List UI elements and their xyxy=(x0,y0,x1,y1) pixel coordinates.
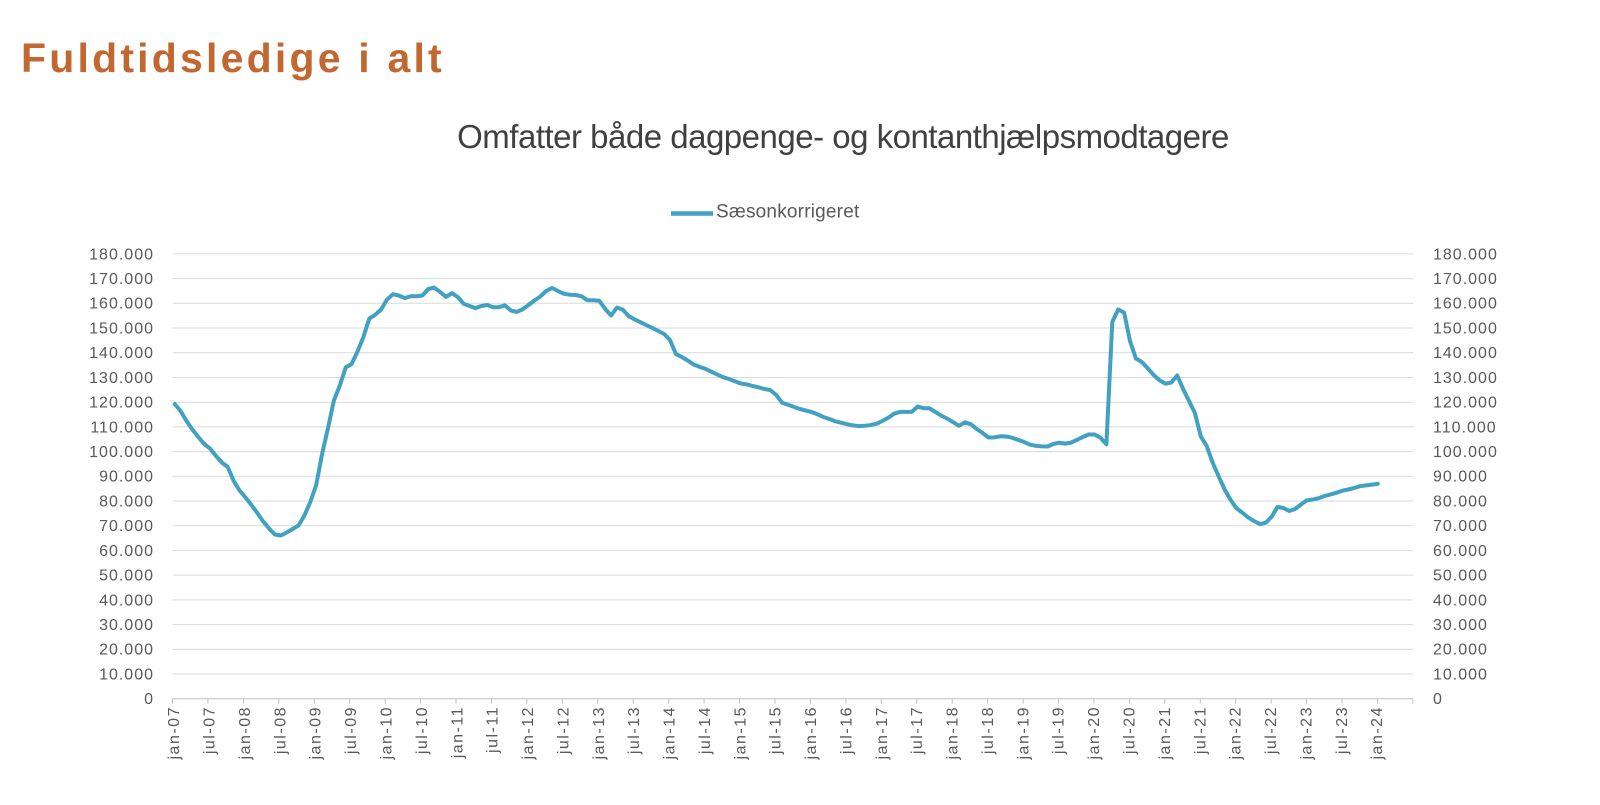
svg-text:170.000: 170.000 xyxy=(1433,271,1498,288)
svg-text:jul-14: jul-14 xyxy=(697,706,714,755)
svg-text:0: 0 xyxy=(1433,691,1443,708)
svg-text:jul-09: jul-09 xyxy=(343,706,360,755)
svg-text:jan-11: jan-11 xyxy=(449,706,466,759)
svg-text:10.000: 10.000 xyxy=(1433,666,1488,683)
svg-text:jan-23: jan-23 xyxy=(1298,706,1315,760)
svg-text:jan-20: jan-20 xyxy=(1086,706,1103,760)
svg-text:70.000: 70.000 xyxy=(99,518,154,535)
svg-text:jan-12: jan-12 xyxy=(520,706,537,760)
svg-text:jan-10: jan-10 xyxy=(379,706,396,760)
svg-text:jul-15: jul-15 xyxy=(768,706,785,755)
svg-text:90.000: 90.000 xyxy=(1433,469,1488,486)
svg-text:jul-17: jul-17 xyxy=(909,706,926,755)
svg-text:60.000: 60.000 xyxy=(99,543,154,560)
svg-text:jan-07: jan-07 xyxy=(166,706,183,760)
svg-text:jul-16: jul-16 xyxy=(839,706,856,755)
svg-text:150.000: 150.000 xyxy=(1433,320,1498,337)
svg-text:70.000: 70.000 xyxy=(1433,518,1488,535)
svg-text:Omfatter både dagpenge- og kon: Omfatter både dagpenge- og kontanthjælps… xyxy=(457,118,1229,155)
svg-text:jan-15: jan-15 xyxy=(732,706,749,760)
svg-text:180.000: 180.000 xyxy=(1433,246,1498,263)
svg-text:jul-10: jul-10 xyxy=(414,706,431,755)
svg-text:jul-11: jul-11 xyxy=(485,706,502,754)
svg-text:20.000: 20.000 xyxy=(99,642,154,659)
svg-text:160.000: 160.000 xyxy=(89,296,154,313)
svg-text:40.000: 40.000 xyxy=(1433,592,1488,609)
svg-text:30.000: 30.000 xyxy=(99,617,154,634)
svg-text:Sæsonkorrigeret: Sæsonkorrigeret xyxy=(716,202,860,223)
svg-text:jan-17: jan-17 xyxy=(874,706,891,760)
svg-text:80.000: 80.000 xyxy=(99,493,154,510)
svg-text:80.000: 80.000 xyxy=(1433,493,1488,510)
svg-text:130.000: 130.000 xyxy=(1433,370,1498,387)
svg-text:120.000: 120.000 xyxy=(1433,395,1498,412)
svg-text:jul-13: jul-13 xyxy=(626,706,643,755)
svg-text:jan-21: jan-21 xyxy=(1157,706,1174,760)
svg-text:40.000: 40.000 xyxy=(99,592,154,609)
svg-text:50.000: 50.000 xyxy=(99,568,154,585)
svg-text:30.000: 30.000 xyxy=(1433,617,1488,634)
svg-text:jul-22: jul-22 xyxy=(1263,706,1280,755)
svg-text:120.000: 120.000 xyxy=(89,395,154,412)
svg-text:110.000: 110.000 xyxy=(1433,419,1497,436)
svg-text:jan-09: jan-09 xyxy=(308,706,325,760)
svg-text:jul-23: jul-23 xyxy=(1334,706,1351,755)
svg-text:jul-21: jul-21 xyxy=(1192,706,1209,755)
svg-text:jan-16: jan-16 xyxy=(803,706,820,760)
svg-text:50.000: 50.000 xyxy=(1433,568,1488,585)
svg-text:jan-22: jan-22 xyxy=(1228,706,1245,760)
svg-text:20.000: 20.000 xyxy=(1433,642,1488,659)
svg-text:90.000: 90.000 xyxy=(99,469,154,486)
svg-text:jan-19: jan-19 xyxy=(1015,706,1032,760)
svg-text:130.000: 130.000 xyxy=(89,370,154,387)
svg-text:0: 0 xyxy=(144,691,154,708)
svg-text:jul-18: jul-18 xyxy=(980,706,997,755)
svg-text:jan-18: jan-18 xyxy=(945,706,962,760)
svg-text:jan-24: jan-24 xyxy=(1369,706,1386,760)
svg-text:160.000: 160.000 xyxy=(1433,296,1498,313)
svg-text:jul-19: jul-19 xyxy=(1051,706,1068,755)
svg-text:110.000: 110.000 xyxy=(90,419,154,436)
svg-text:140.000: 140.000 xyxy=(89,345,154,362)
svg-text:Fuldtidsledige i alt: Fuldtidsledige i alt xyxy=(21,35,445,81)
svg-text:jul-12: jul-12 xyxy=(555,706,572,755)
svg-text:jul-08: jul-08 xyxy=(272,706,289,755)
svg-text:140.000: 140.000 xyxy=(1433,345,1498,362)
svg-text:jan-13: jan-13 xyxy=(591,706,608,760)
svg-text:jan-08: jan-08 xyxy=(237,706,254,760)
svg-text:100.000: 100.000 xyxy=(1433,444,1498,461)
svg-text:170.000: 170.000 xyxy=(89,271,154,288)
svg-text:150.000: 150.000 xyxy=(89,320,154,337)
svg-text:jan-14: jan-14 xyxy=(662,706,679,760)
svg-text:10.000: 10.000 xyxy=(99,666,154,683)
svg-text:60.000: 60.000 xyxy=(1433,543,1488,560)
svg-text:100.000: 100.000 xyxy=(89,444,154,461)
svg-text:jul-20: jul-20 xyxy=(1122,706,1139,755)
svg-text:jul-07: jul-07 xyxy=(202,706,219,755)
svg-text:180.000: 180.000 xyxy=(89,246,154,263)
